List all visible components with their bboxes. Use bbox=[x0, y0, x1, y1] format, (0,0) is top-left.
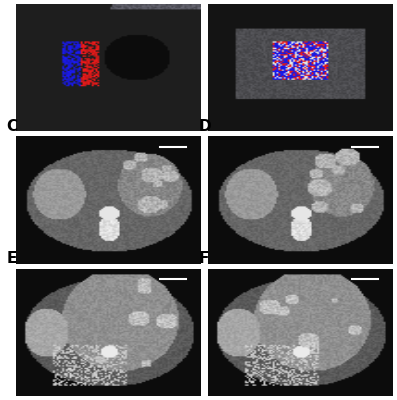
Text: F: F bbox=[199, 251, 209, 266]
Text: B: B bbox=[199, 0, 210, 2]
Text: E: E bbox=[7, 251, 17, 266]
Text: D: D bbox=[199, 119, 212, 134]
Text: A: A bbox=[7, 0, 18, 2]
Text: C: C bbox=[7, 119, 18, 134]
